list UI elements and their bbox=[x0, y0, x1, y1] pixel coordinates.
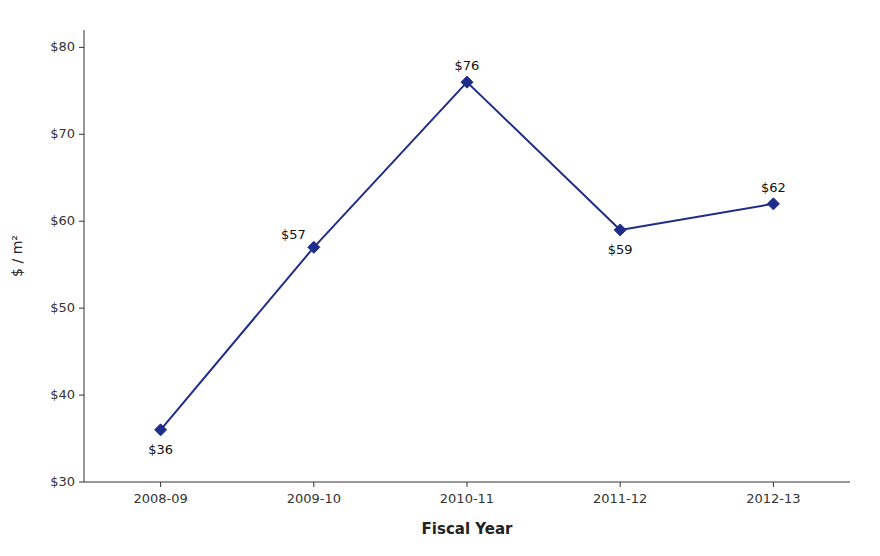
data-label: $62 bbox=[761, 180, 786, 195]
x-tick-label: 2010-11 bbox=[440, 491, 494, 506]
y-tick bbox=[79, 308, 84, 309]
data-label: $76 bbox=[455, 58, 480, 73]
x-tick bbox=[467, 482, 468, 487]
point bbox=[308, 241, 320, 253]
y-axis-line bbox=[84, 30, 85, 482]
chart: $30 $40 $50 $60 $70 $80 2008-09 2009-10 2010-11 2… bbox=[0, 0, 880, 556]
y-axis-label: $ / m² bbox=[9, 235, 25, 277]
y-tick bbox=[79, 47, 84, 48]
x-tick-label: 2011-12 bbox=[593, 491, 647, 506]
data-label: $57 bbox=[281, 227, 306, 242]
x-tick bbox=[773, 482, 774, 487]
y-tick-label: $50 bbox=[50, 300, 75, 315]
y-tick-label: $60 bbox=[50, 213, 75, 228]
point bbox=[155, 424, 167, 436]
y-tick bbox=[79, 395, 84, 396]
y-tick bbox=[79, 482, 84, 483]
y-tick bbox=[79, 221, 84, 222]
y-tick bbox=[79, 134, 84, 135]
point bbox=[461, 76, 473, 88]
axes: $30 $40 $50 $60 $70 $80 2008-09 2009-10 2010-11 2… bbox=[50, 30, 850, 506]
data-labels: $36 $57 $76 $59 $62 bbox=[148, 58, 786, 457]
x-tick bbox=[620, 482, 621, 487]
x-tick-label: 2012-13 bbox=[746, 491, 800, 506]
point bbox=[767, 198, 779, 210]
data-label: $59 bbox=[608, 242, 633, 257]
y-tick-label: $80 bbox=[50, 39, 75, 54]
y-tick-label: $40 bbox=[50, 387, 75, 402]
point bbox=[614, 224, 626, 236]
x-tick bbox=[313, 482, 314, 487]
x-axis-label: Fiscal Year bbox=[422, 520, 513, 538]
y-tick-label: $70 bbox=[50, 126, 75, 141]
x-tick-label: 2009-10 bbox=[287, 491, 341, 506]
plot-area bbox=[155, 76, 780, 436]
data-label: $36 bbox=[148, 442, 173, 457]
line bbox=[161, 82, 774, 430]
y-tick-label: $30 bbox=[50, 474, 75, 489]
x-tick-label: 2008-09 bbox=[133, 491, 187, 506]
x-tick bbox=[160, 482, 161, 487]
